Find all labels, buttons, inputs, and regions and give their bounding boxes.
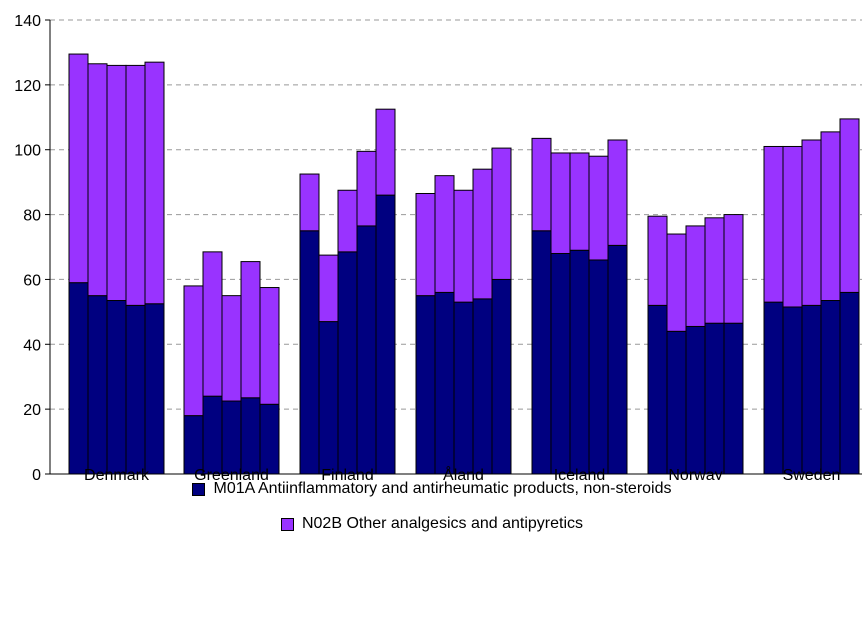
legend-swatch-m01a <box>192 482 206 496</box>
legend-label-n02b: N02B Other analgesics and antipyretics <box>301 515 584 532</box>
y-tick-label: 80 <box>23 208 41 225</box>
bar-n02b-4-0 <box>531 137 552 232</box>
bar-m01a-5-2 <box>685 325 706 475</box>
bar-m01a-6-0 <box>763 301 784 475</box>
bar-n02b-2-0 <box>299 173 320 232</box>
bar-m01a-3-2 <box>453 301 474 475</box>
legend-entry-n02b: N02B Other analgesics and antipyretics <box>0 515 864 533</box>
bar-n02b-6-4 <box>839 118 860 293</box>
bar-m01a-1-3 <box>240 397 261 475</box>
bar-n02b-0-0 <box>68 53 89 284</box>
bar-m01a-6-1 <box>782 306 803 475</box>
bar-m01a-5-4 <box>723 322 744 475</box>
bar-n02b-5-0 <box>647 215 668 306</box>
bar-n02b-2-2 <box>337 189 358 253</box>
bar-m01a-4-2 <box>569 249 590 475</box>
bar-n02b-5-2 <box>685 225 706 327</box>
bar-n02b-1-4 <box>259 287 280 405</box>
bar-n02b-6-0 <box>763 145 784 303</box>
bar-n02b-4-3 <box>588 155 609 261</box>
bar-n02b-3-0 <box>415 192 436 297</box>
bar-m01a-2-0 <box>299 230 320 475</box>
bar-n02b-6-1 <box>782 145 803 308</box>
bar-n02b-2-3 <box>356 150 377 227</box>
bar-m01a-1-4 <box>259 403 280 475</box>
bar-n02b-5-1 <box>666 233 687 332</box>
bar-n02b-3-4 <box>491 147 512 280</box>
bar-m01a-3-4 <box>491 278 512 475</box>
bar-m01a-2-3 <box>356 225 377 475</box>
bar-m01a-5-1 <box>666 330 687 475</box>
bar-n02b-6-2 <box>801 139 822 306</box>
legend-swatch-n02b <box>280 517 294 531</box>
bar-m01a-1-1 <box>202 395 223 475</box>
legend-label-m01a: M01A Antiinflammatory and antirheumatic … <box>213 480 672 497</box>
bar-m01a-5-3 <box>704 322 725 475</box>
bar-m01a-6-4 <box>839 291 860 475</box>
y-tick-label: 140 <box>14 13 41 30</box>
bar-m01a-2-2 <box>337 251 358 475</box>
bar-m01a-0-0 <box>68 282 89 475</box>
bar-m01a-0-4 <box>144 303 165 475</box>
bar-n02b-4-2 <box>569 152 590 251</box>
bar-m01a-4-0 <box>531 230 552 475</box>
bar-n02b-4-4 <box>607 139 628 246</box>
stacked-bar-chart: 020406080100120140040608Denmark040608Gre… <box>14 13 862 480</box>
y-tick-label: 60 <box>23 272 41 289</box>
bar-m01a-3-0 <box>415 295 436 475</box>
bar-m01a-0-2 <box>106 300 127 475</box>
bar-n02b-1-1 <box>202 251 223 397</box>
bar-n02b-0-4 <box>144 61 165 305</box>
bar-m01a-6-2 <box>801 304 822 475</box>
group-label: Åland <box>443 465 484 480</box>
bar-n02b-0-2 <box>106 64 127 302</box>
bar-n02b-3-2 <box>453 189 474 303</box>
bar-m01a-1-0 <box>183 415 204 475</box>
y-tick-label: 100 <box>14 143 41 160</box>
bar-n02b-4-1 <box>550 152 571 254</box>
bar-m01a-0-1 <box>87 295 108 475</box>
bar-n02b-2-1 <box>318 254 339 323</box>
bar-n02b-0-3 <box>125 64 146 306</box>
bar-n02b-1-2 <box>221 295 242 402</box>
y-tick-label: 120 <box>14 78 41 95</box>
bar-n02b-5-3 <box>704 217 725 324</box>
y-tick-label: 0 <box>32 467 41 480</box>
bar-n02b-3-1 <box>434 175 455 293</box>
bar-n02b-5-4 <box>723 214 744 324</box>
legend-entry-m01a: M01A Antiinflammatory and antirheumatic … <box>0 480 864 498</box>
bar-m01a-6-3 <box>820 300 841 475</box>
bar-m01a-2-1 <box>318 321 339 475</box>
y-tick-label: 40 <box>23 337 41 354</box>
bar-m01a-2-4 <box>375 194 396 475</box>
bar-m01a-3-3 <box>472 298 493 475</box>
bar-m01a-1-2 <box>221 400 242 475</box>
bar-m01a-0-3 <box>125 304 146 475</box>
bar-m01a-3-1 <box>434 291 455 475</box>
bar-n02b-6-3 <box>820 131 841 302</box>
bar-m01a-5-0 <box>647 304 668 475</box>
bar-m01a-4-4 <box>607 244 628 475</box>
bar-m01a-4-1 <box>550 252 571 475</box>
y-tick-label: 20 <box>23 402 41 419</box>
bar-m01a-4-3 <box>588 259 609 475</box>
bar-n02b-3-3 <box>472 168 493 300</box>
bar-n02b-1-0 <box>183 285 204 417</box>
bar-n02b-1-3 <box>240 261 261 399</box>
bar-n02b-2-4 <box>375 108 396 196</box>
bar-n02b-0-1 <box>87 63 108 297</box>
